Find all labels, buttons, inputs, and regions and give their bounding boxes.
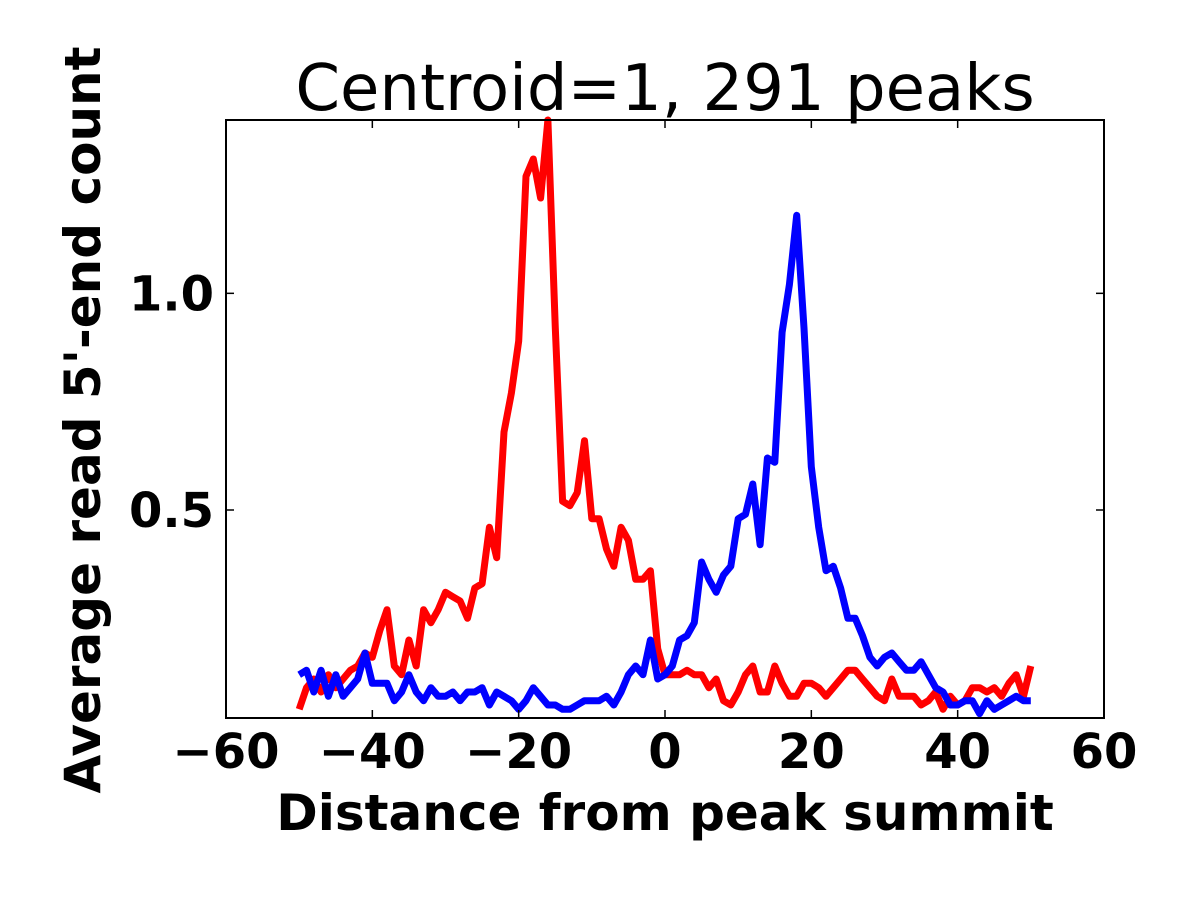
x-tick-label: −60 [172, 724, 279, 780]
y-axis-label: Average read 5'-end count [54, 46, 112, 793]
x-tick-label: 20 [778, 724, 845, 780]
plot-frame [225, 119, 1105, 719]
y-tick-label: 0.5 [129, 483, 214, 539]
x-tick-label: −40 [319, 724, 426, 780]
series-line-2 [297, 211, 1031, 718]
x-tick-label: 60 [1071, 724, 1138, 780]
x-tick-label: −20 [465, 724, 572, 780]
y-tick-label: 1.0 [129, 266, 214, 322]
x-tick-label: 40 [924, 724, 991, 780]
chart-title: Centroid=1, 291 peaks [295, 52, 1034, 126]
ticks-layer: −60 −40 −20 0 20 40 60 0.5 1.0 [129, 120, 1137, 780]
series-line-1 [295, 116, 1035, 713]
x-tick-label: 0 [648, 724, 681, 780]
series-layer [295, 116, 1035, 718]
x-axis-label: Distance from peak summit [276, 784, 1054, 842]
